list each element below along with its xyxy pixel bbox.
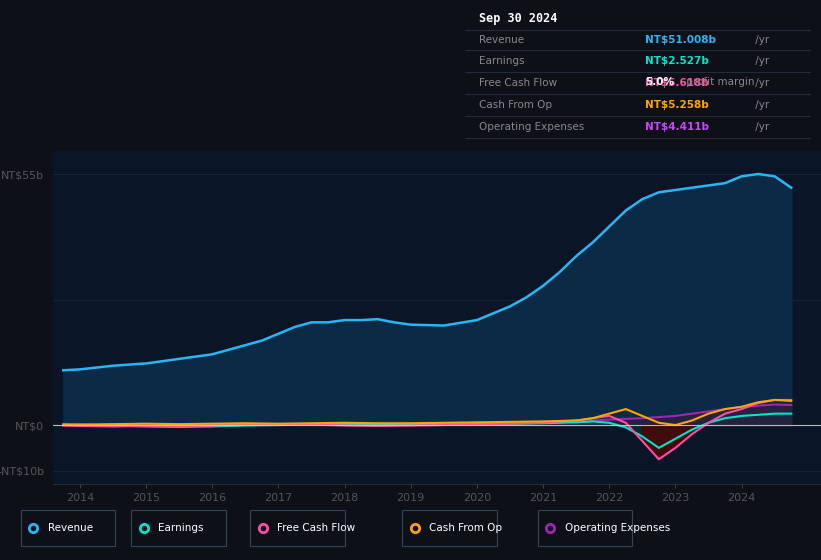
Text: /yr: /yr xyxy=(752,35,769,45)
Text: Earnings: Earnings xyxy=(479,56,524,66)
Text: profit margin: profit margin xyxy=(683,77,754,87)
Text: Cash From Op: Cash From Op xyxy=(479,100,552,110)
FancyBboxPatch shape xyxy=(131,510,226,546)
FancyBboxPatch shape xyxy=(402,510,497,546)
Text: /yr: /yr xyxy=(752,100,769,110)
Text: Sep 30 2024: Sep 30 2024 xyxy=(479,12,557,25)
Text: Earnings: Earnings xyxy=(158,523,204,533)
Text: Revenue: Revenue xyxy=(479,35,524,45)
Text: Revenue: Revenue xyxy=(48,523,93,533)
Text: Operating Expenses: Operating Expenses xyxy=(479,122,584,132)
Text: NT$4.411b: NT$4.411b xyxy=(644,122,709,132)
Text: Free Cash Flow: Free Cash Flow xyxy=(277,523,355,533)
Text: NT$51.008b: NT$51.008b xyxy=(644,35,716,45)
Text: NT$5.618b: NT$5.618b xyxy=(644,78,709,88)
Text: /yr: /yr xyxy=(752,78,769,88)
FancyBboxPatch shape xyxy=(21,510,115,546)
Text: Operating Expenses: Operating Expenses xyxy=(565,523,670,533)
Text: /yr: /yr xyxy=(752,56,769,66)
Text: Free Cash Flow: Free Cash Flow xyxy=(479,78,557,88)
Text: /yr: /yr xyxy=(752,122,769,132)
Text: Cash From Op: Cash From Op xyxy=(429,523,502,533)
Text: NT$2.527b: NT$2.527b xyxy=(644,56,709,66)
FancyBboxPatch shape xyxy=(250,510,345,546)
Text: NT$5.258b: NT$5.258b xyxy=(644,100,709,110)
FancyBboxPatch shape xyxy=(538,510,632,546)
Text: 5.0%: 5.0% xyxy=(644,77,674,87)
